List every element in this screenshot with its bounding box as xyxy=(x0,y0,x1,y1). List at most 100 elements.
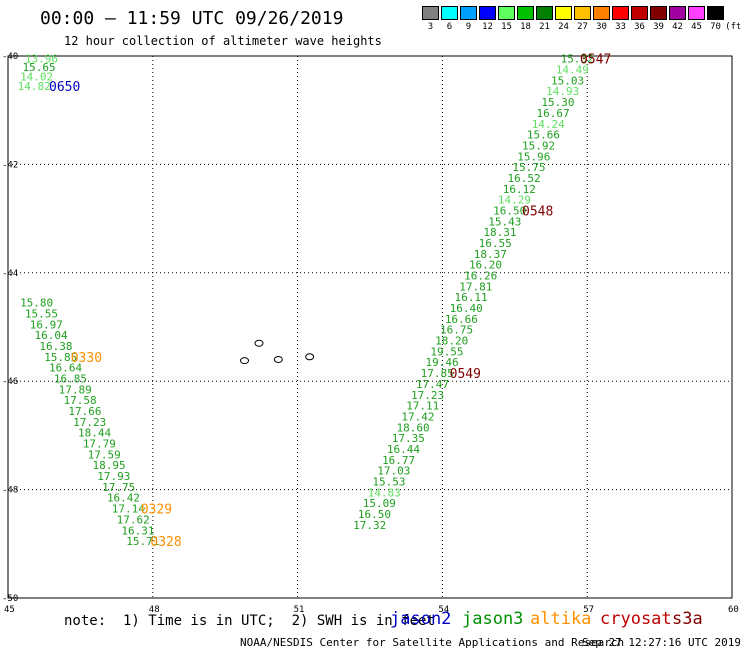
pass-time-label: 0547 xyxy=(580,53,611,68)
wave-height-value: 16.38 xyxy=(39,340,72,353)
wave-height-value: 18.37 xyxy=(474,248,507,261)
wave-height-value: 16.66 xyxy=(445,313,478,326)
wave-height-value: 16.20 xyxy=(469,259,502,272)
legend-label: 21 xyxy=(539,22,550,32)
satellite-name: s3a xyxy=(672,609,703,629)
wave-height-value: 16.52 xyxy=(508,172,541,185)
wave-height-value: 16.50 xyxy=(493,204,526,217)
legend-swatch xyxy=(593,6,610,20)
wave-height-value: 15.53 xyxy=(372,475,405,488)
wave-height-value: 17.62 xyxy=(117,513,150,526)
legend-swatch xyxy=(422,6,439,20)
wave-height-value: 14.02 xyxy=(20,71,53,84)
wave-height-value: 16.44 xyxy=(387,443,420,456)
wave-height-value: 17.79 xyxy=(83,438,116,451)
wave-height-value: 15.65 xyxy=(22,61,55,74)
lon-tick-label: 57 xyxy=(583,605,594,615)
lat-tick-label: -40 xyxy=(2,52,18,62)
lat-tick-label: -46 xyxy=(2,377,18,387)
wave-height-value: 15.09 xyxy=(363,497,396,510)
legend-swatch xyxy=(574,6,591,20)
wave-height-value: 17.11 xyxy=(406,400,439,413)
wave-height-value: 14.83 xyxy=(368,486,401,499)
wave-height-value: 15.43 xyxy=(488,215,521,228)
lat-tick-label: -42 xyxy=(2,160,18,170)
wave-height-value: 19.46 xyxy=(426,356,459,369)
wave-height-value: 17.58 xyxy=(64,394,97,407)
legend-label: 3 xyxy=(427,22,434,32)
satellite-name: cryosat xyxy=(600,609,672,629)
wave-height-value: 18.31 xyxy=(483,226,516,239)
wave-height-value: 15.80 xyxy=(20,297,53,310)
pass-time-label: 0549 xyxy=(450,367,481,382)
wave-height-value: 16.31 xyxy=(121,524,154,537)
pass-time-label: 0650 xyxy=(49,80,80,95)
wave-height-value: 15.30 xyxy=(541,96,574,109)
legend-swatch xyxy=(479,6,496,20)
wave-height-value: 17.14 xyxy=(112,503,145,516)
wave-height-value: 16.97 xyxy=(30,318,63,331)
wave-height-value: 14.82 xyxy=(18,80,51,93)
lon-tick-label: 45 xyxy=(4,605,15,615)
legend-label: 45 xyxy=(691,22,702,32)
generation-timestamp: Sep 27 12:27:16 UTC 2019 xyxy=(582,636,740,649)
legend-label: 36 xyxy=(634,22,645,32)
wave-height-value: 14.49 xyxy=(556,64,589,77)
credit-line: NOAA/NESDIS Center for Satellite Applica… xyxy=(240,636,625,649)
wave-height-value: 15.75 xyxy=(512,161,545,174)
legend-swatch xyxy=(441,6,458,20)
lat-tick-label: -48 xyxy=(2,486,18,496)
wave-height-value: 14.24 xyxy=(532,118,565,131)
legend-unit: (ft) xyxy=(725,22,740,32)
wave-height-value: 17.59 xyxy=(88,448,121,461)
legend-label: 70 xyxy=(710,22,721,32)
wave-height-value: 18.20 xyxy=(435,335,468,348)
legend-label: 6 xyxy=(446,22,453,32)
legend-label: 33 xyxy=(615,22,626,32)
legend-swatch xyxy=(536,6,553,20)
legend-label: 27 xyxy=(577,22,588,32)
legend-swatch xyxy=(707,6,724,20)
wave-height-value: 15.66 xyxy=(527,129,560,142)
wave-height-value: 18.60 xyxy=(397,421,430,434)
wave-height-value: 17.23 xyxy=(73,416,106,429)
wave-height-value: 15.96 xyxy=(517,150,550,163)
legend-swatch xyxy=(631,6,648,20)
pass-time-label: 0548 xyxy=(522,204,553,219)
legend-label: 42 xyxy=(672,22,683,32)
legend-label: 18 xyxy=(520,22,531,32)
wave-height-value: 17.35 xyxy=(392,432,425,445)
lon-tick-label: 48 xyxy=(149,605,160,615)
wave-height-value: 17.93 xyxy=(97,470,130,483)
legend-label: 12 xyxy=(482,22,493,32)
legend-label: 24 xyxy=(558,22,569,32)
satellite-name: altika xyxy=(530,609,592,629)
wave-height-value: 13.96 xyxy=(25,53,58,66)
legend-swatch xyxy=(460,6,477,20)
wave-height-value: 16.85 xyxy=(54,372,87,385)
wave-height-value: 17.75 xyxy=(102,481,135,494)
wave-height-value: 15.71 xyxy=(126,535,159,548)
island-outline xyxy=(305,353,315,361)
legend-label: 9 xyxy=(465,22,472,32)
wave-height-value: 17.42 xyxy=(401,410,434,423)
wave-height-value: 16.04 xyxy=(35,329,68,342)
map-subtitle: 12 hour collection of altimeter wave hei… xyxy=(64,34,382,48)
wave-height-value: 14.29 xyxy=(498,194,531,207)
wave-height-value: 19.55 xyxy=(430,345,463,358)
legend-swatch xyxy=(669,6,686,20)
legend-swatch xyxy=(650,6,667,20)
lon-tick-label: 51 xyxy=(294,605,305,615)
wave-height-value: 16.64 xyxy=(49,362,82,375)
wave-height-value: 17.81 xyxy=(459,280,492,293)
wave-height-value: 15.55 xyxy=(25,307,58,320)
legend-label: 39 xyxy=(653,22,664,32)
wave-height-value: 17.47 xyxy=(416,378,449,391)
wave-height-value: 15.85 xyxy=(44,351,77,364)
wave-height-value: 15.92 xyxy=(522,139,555,152)
legend-label: 30 xyxy=(596,22,607,32)
satellite-name: jason3 xyxy=(462,609,524,629)
legend-label: 15 xyxy=(501,22,512,32)
legend-swatch xyxy=(688,6,705,20)
